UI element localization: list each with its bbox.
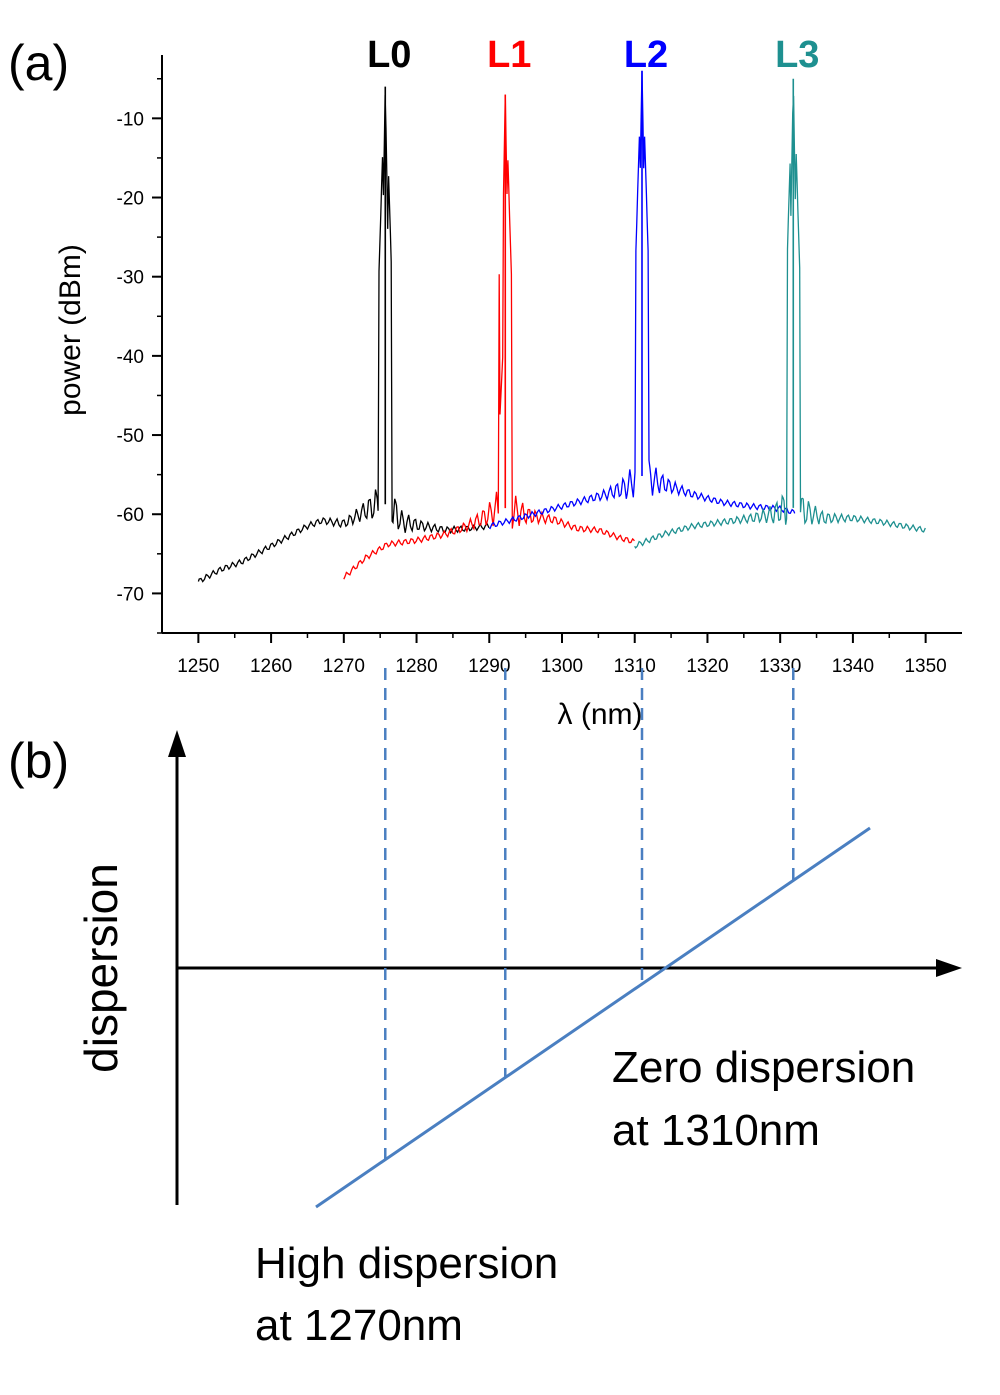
x-ticks: 1250 1260 1270 1280 1290 1300 1310 1320 1330 1340… [177, 633, 947, 677]
x-axis-label: λ (nm) [558, 698, 643, 731]
series-line-l3 [634, 95, 926, 549]
x-tick-label: 1250 [177, 656, 219, 677]
y-ticks: -10 -20 -30 -40 -50 -60 -70 [117, 78, 162, 634]
x-tick-label: 1260 [250, 656, 292, 677]
spectrum-chart: -10-20-30-40-50-60-70 1250 1260 1270 1280 12… [54, 34, 962, 731]
x-tick-label: 1340 [832, 656, 874, 677]
dispersion-slope-line [315, 826, 871, 1209]
x-tick-label: 1300 [541, 656, 583, 677]
zero-dispersion-annotation-1: Zero dispersion [612, 1043, 915, 1092]
series-label-l1: L1 [487, 34, 531, 76]
x-tick-label: 1310 [614, 656, 656, 677]
series-label-l0: L0 [367, 34, 411, 76]
dispersion-diagram: dispersion Zero dispersion at 1310nm Hig… [75, 668, 962, 1350]
panel-b-label: (b) [8, 733, 69, 789]
y-tick-label: -60 [117, 505, 144, 526]
high-dispersion-annotation-2: at 1270nm [255, 1301, 463, 1350]
high-dispersion-annotation-1: High dispersion [255, 1239, 558, 1288]
x-tick-label: 1270 [323, 656, 365, 677]
series-line-l0 [197, 94, 490, 583]
dispersion-axis-arrow [168, 730, 186, 757]
y-tick-label: -50 [117, 426, 144, 447]
x-tick-label: 1350 [904, 656, 946, 677]
y-tick-label: -70 [117, 584, 144, 605]
y-tick-label: -40 [117, 347, 144, 368]
series-layer [197, 70, 926, 583]
y-tick-label: -10 [117, 109, 144, 130]
x-tick-label: 1290 [468, 656, 510, 677]
y-axis-label: power (dBm) [54, 244, 87, 416]
series-line-l1 [343, 94, 635, 580]
y-tick-label: -30 [117, 268, 144, 289]
wavelength-axis-arrow [936, 959, 962, 977]
x-tick-label: 1330 [759, 656, 801, 677]
dispersion-label: dispersion [75, 863, 127, 1073]
panel-a-label: (a) [8, 35, 69, 91]
series-label-l2: L2 [624, 34, 668, 76]
wavelength-markers [384, 668, 795, 1160]
x-tick-label: 1280 [395, 656, 437, 677]
x-tick-label: 1320 [686, 656, 728, 677]
series-labels: L0 L1 L2 L3 [367, 34, 819, 76]
series-line-l2 [488, 70, 796, 530]
zero-dispersion-annotation-2: at 1310nm [612, 1106, 820, 1155]
y-tick-label: -20 [117, 189, 144, 210]
series-label-l3: L3 [775, 34, 819, 76]
